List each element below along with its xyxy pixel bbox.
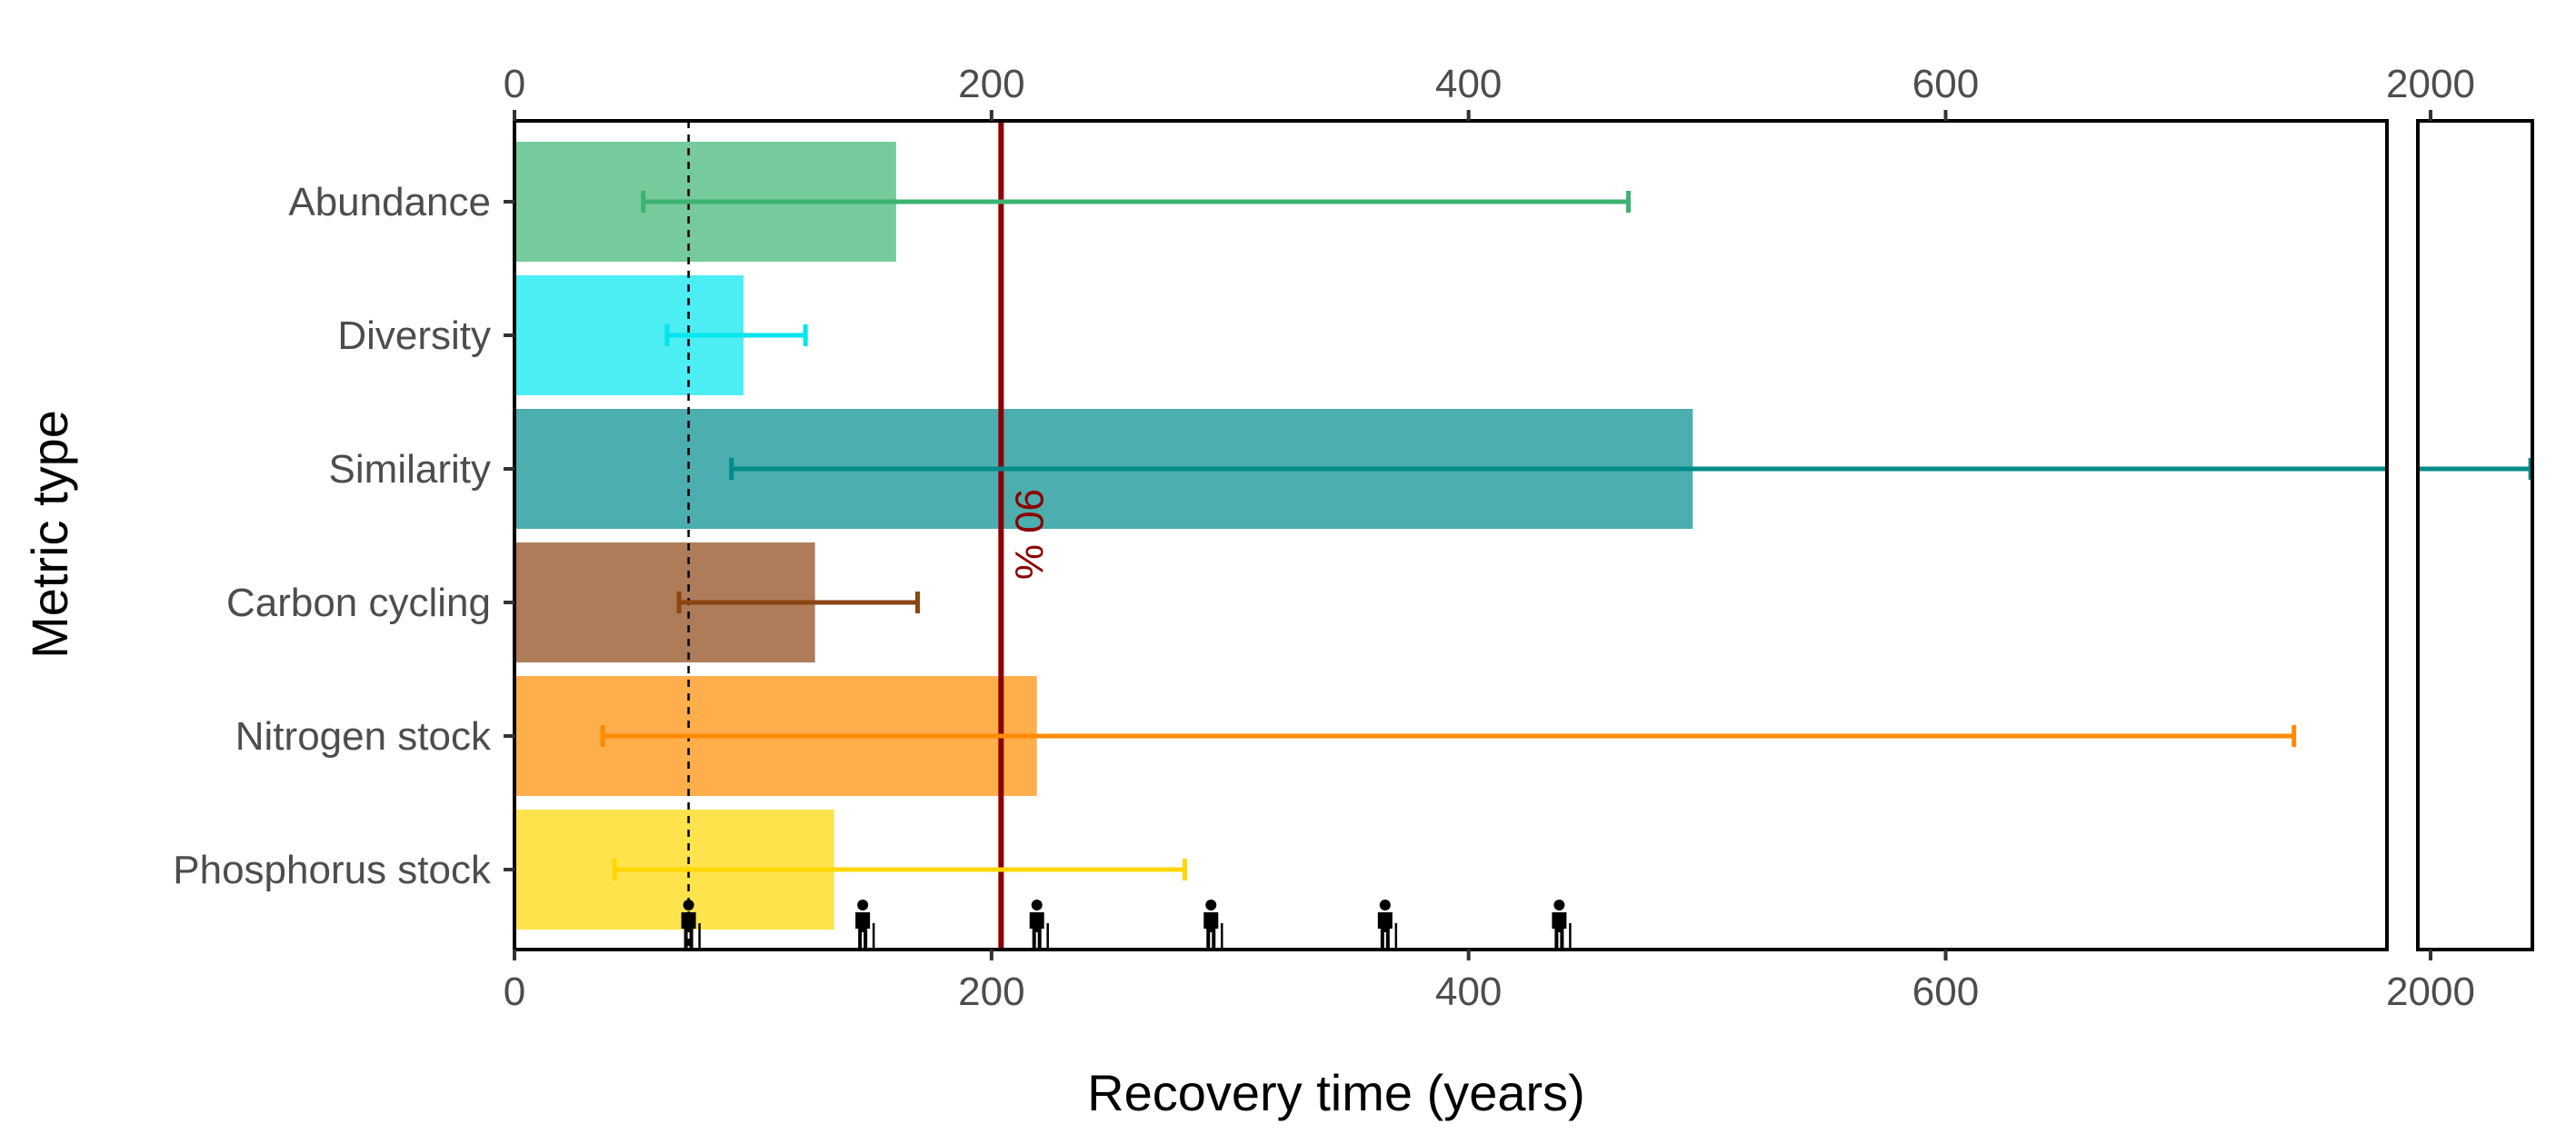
- reference-lines-layer: 90 %: [687, 121, 1051, 950]
- y-label-carbon-cycling: Carbon cycling: [226, 581, 491, 625]
- axes-layer: [513, 119, 2534, 951]
- elderly-person-icon: [1377, 900, 1398, 949]
- x-tick-400-label-top: 400: [1435, 62, 1502, 106]
- elderly-person-icon: [681, 900, 701, 949]
- icon-body: [1029, 912, 1044, 949]
- x-tick-0-label-bottom: 0: [504, 970, 525, 1014]
- icon-body: [1552, 912, 1567, 949]
- y-label-nitrogen-stock: Nitrogen stock: [235, 714, 492, 759]
- elderly-person-icon: [1029, 900, 1049, 949]
- y-label-abundance: Abundance: [288, 180, 491, 224]
- x-tick-0-label-top: 0: [504, 62, 525, 106]
- icon-head: [857, 900, 869, 910]
- break-panel-border: [2416, 119, 2534, 951]
- x-tick-600-label-bottom: 600: [1912, 970, 1979, 1014]
- error-bar-carbon-cycling: [676, 592, 920, 613]
- error-bar-phosphorus-stock: [612, 859, 1187, 880]
- bars-layer: [514, 142, 1693, 930]
- error-bar-nitrogen-stock: [600, 725, 2297, 747]
- x-tick-200-label-top: 200: [958, 62, 1024, 106]
- x-tick-2000-label-top: 2000: [2386, 62, 2475, 106]
- error-bar-diversity: [664, 324, 808, 346]
- icon-head: [1379, 900, 1391, 910]
- x-tick-2000-label-bottom: 2000: [2386, 970, 2475, 1014]
- elderly-person-icon: [1552, 900, 1572, 949]
- icon-head: [683, 900, 694, 910]
- y-label-phosphorus-stock: Phosphorus stock: [173, 848, 492, 892]
- icon-body: [681, 912, 696, 949]
- x-tick-200-label-bottom: 200: [958, 970, 1024, 1014]
- icon-body: [855, 912, 871, 949]
- y-label-diversity: Diversity: [337, 313, 491, 358]
- lifespan-markers-layer: [681, 900, 1572, 949]
- icon-head: [1205, 900, 1217, 910]
- icon-head: [1031, 900, 1043, 910]
- x-axis-title: Recovery time (years): [1087, 1064, 1585, 1121]
- elderly-person-icon: [1203, 900, 1223, 949]
- y-axis-title: Metric type: [21, 410, 78, 659]
- threshold-label: 90 %: [1006, 489, 1051, 580]
- error-bars-layer: [600, 191, 2533, 880]
- error-bar-abundance: [641, 191, 1632, 213]
- icon-head: [1553, 900, 1565, 910]
- elderly-person-icon: [855, 900, 875, 949]
- x-tick-400-label-bottom: 400: [1435, 970, 1502, 1014]
- ticks-layer: 0 0 200 200 400 400 600 600 2000 2000 Abundance Div…: [173, 62, 2475, 1014]
- main-panel-border: [513, 119, 2389, 951]
- x-tick-600-label-top: 600: [1912, 62, 1979, 106]
- y-label-similarity: Similarity: [329, 447, 491, 492]
- icon-body: [1377, 912, 1393, 949]
- icon-body: [1203, 912, 1219, 949]
